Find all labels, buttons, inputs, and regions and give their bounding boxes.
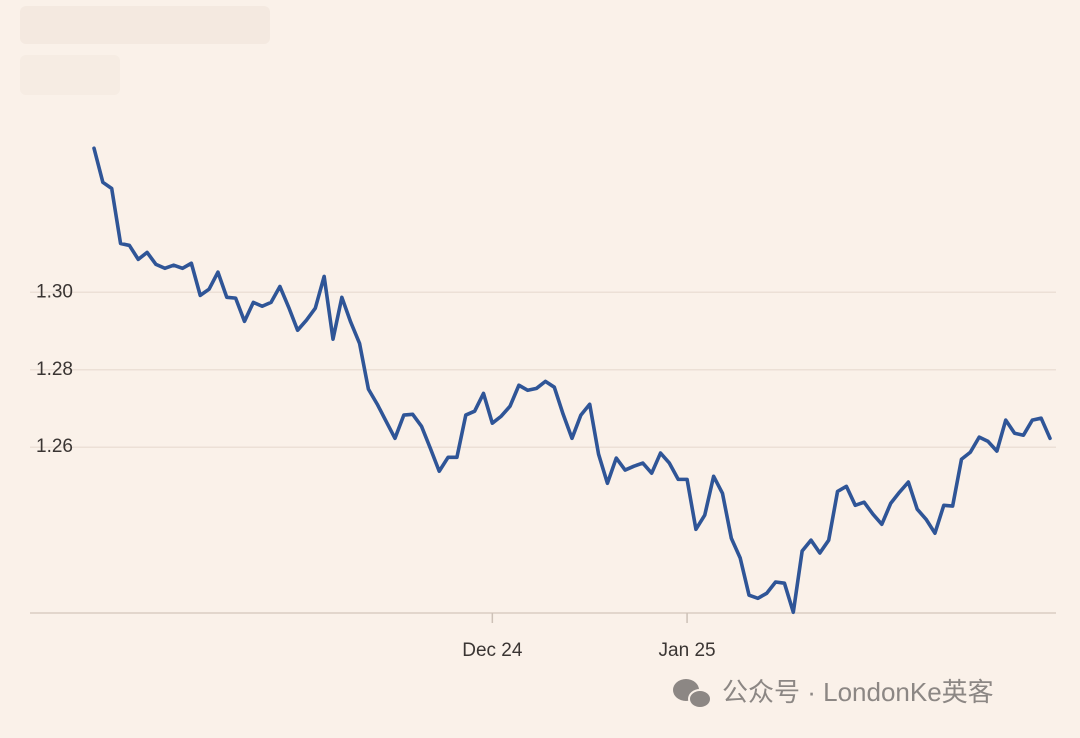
- x-tick-label: Dec 24: [462, 640, 523, 661]
- x-tick-label: Jan 25: [659, 640, 716, 661]
- blurred-title: [20, 6, 270, 44]
- blurred-subtitle: [20, 55, 120, 95]
- y-tick-label: 1.28: [36, 359, 73, 380]
- watermark-icon: [673, 679, 712, 709]
- price-line: [92, 146, 1052, 615]
- y-tick-label: 1.30: [36, 281, 73, 302]
- watermark: 公众号 · LondonKe英客: [722, 677, 994, 707]
- y-tick-label: 1.26: [36, 436, 73, 457]
